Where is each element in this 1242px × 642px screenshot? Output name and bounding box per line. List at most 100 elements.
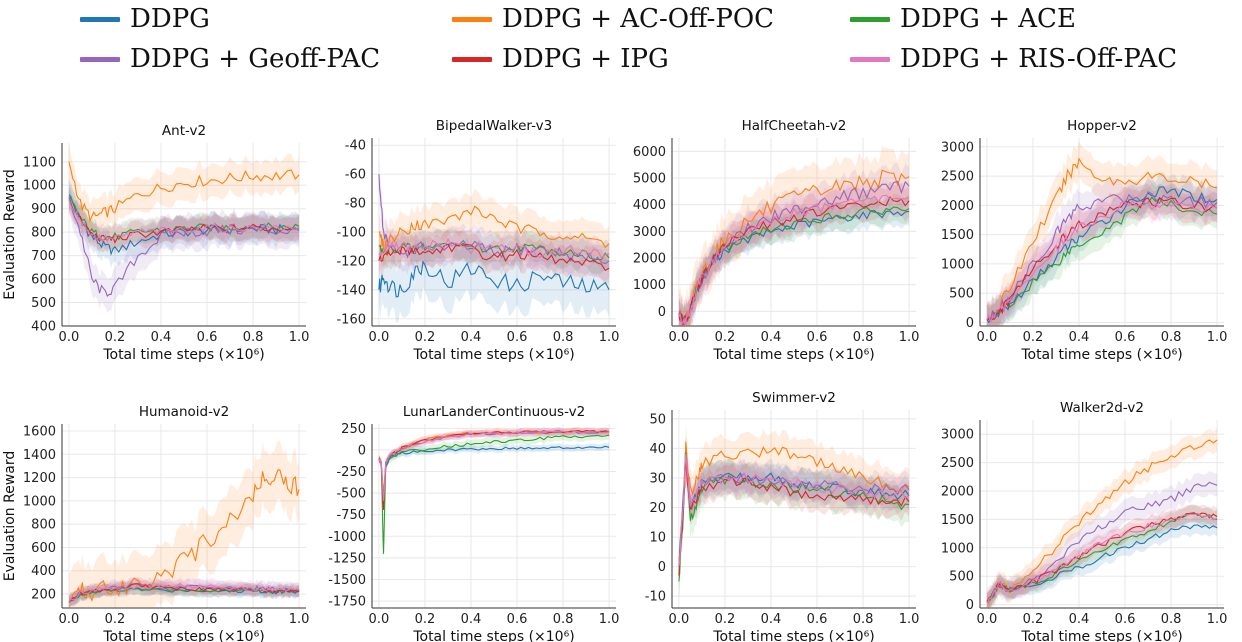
x-tick-label: 0.8: [1161, 330, 1182, 345]
x-tick-label: 0.0: [369, 330, 390, 345]
x-tick-label: 0.4: [151, 330, 172, 345]
x-axis-label: Total time steps (×10⁶): [102, 347, 264, 363]
x-tick-label: 0.2: [715, 612, 736, 627]
series-band: [986, 186, 1218, 326]
x-tick-label: 1.0: [899, 612, 920, 627]
x-tick-label: 0.8: [853, 612, 874, 627]
series-line: [986, 157, 1218, 322]
x-tick-label: 0.8: [1161, 612, 1182, 627]
series-band: [68, 440, 300, 608]
x-axis-label: Total time steps (×10⁶): [712, 347, 874, 363]
y-tick-label: -80: [345, 197, 366, 212]
x-tick-label: 0.0: [669, 330, 690, 345]
y-tick-label: -120: [336, 254, 366, 269]
series-band: [378, 188, 610, 269]
x-tick-label: 0.8: [553, 330, 574, 345]
series-line: [378, 430, 610, 501]
chart-panel: -1750 -1500 -1250 -1000 -750 -500 -250 0 250 0.0 0…: [328, 404, 619, 642]
series-band: [678, 424, 910, 585]
x-tick-label: 0.2: [105, 612, 126, 627]
x-tick-label: 1.0: [289, 612, 310, 627]
series-group: [68, 145, 300, 313]
series-line: [378, 242, 610, 261]
y-tick-label: 3000: [941, 140, 974, 155]
series-band: [68, 180, 300, 268]
chart-panel: 0 500 1000 1500 2000 2500 3000 0.0 0.2 0.4 0.6 0.8 1…: [941, 400, 1228, 642]
series-band: [68, 187, 300, 254]
series-line: [678, 194, 910, 326]
x-tick-label: 0.8: [243, 612, 264, 627]
y-tick-label: 1500: [941, 513, 974, 528]
x-tick-label: 1.0: [1207, 330, 1228, 345]
y-tick-label: 700: [31, 249, 56, 264]
x-tick-label: 1.0: [599, 330, 620, 345]
legend-entry: DDPG: [80, 1, 210, 37]
y-tick-label: 800: [31, 518, 56, 533]
y-tick-label: 1000: [23, 179, 56, 194]
legend-label: DDPG + AC-Off-POC: [502, 4, 775, 34]
y-tick-label: 2000: [941, 484, 974, 499]
series-line: [678, 454, 910, 567]
y-tick-label: 0: [966, 316, 974, 331]
x-tick-label: 0.4: [461, 612, 482, 627]
y-tick-label: 0: [658, 305, 666, 320]
series-line: [986, 513, 1218, 603]
x-tick-label: 0.0: [369, 612, 390, 627]
legend-entry: DDPG + ACE: [850, 1, 1076, 37]
series-line: [678, 180, 910, 326]
x-axis-label: Total time steps (×10⁶): [1020, 629, 1182, 642]
plot-area: [372, 424, 616, 608]
series-band: [986, 172, 1218, 326]
series-band: [68, 576, 300, 608]
chart-title: Swimmer-v2: [752, 390, 836, 406]
series-band: [68, 185, 300, 253]
x-tick-label: 0.0: [977, 330, 998, 345]
x-tick-label: 0.6: [507, 612, 528, 627]
y-tick-label: 2000: [941, 199, 974, 214]
series-line: [68, 196, 300, 297]
chart-panel: 200 400 600 800 1000 1200 1400 1600 0.0 0.2 0.4 0.6…: [2, 404, 309, 642]
series-band: [378, 224, 610, 273]
y-tick-label: 20: [649, 501, 666, 516]
y-tick-label: 30: [649, 471, 666, 486]
series-line: [68, 199, 300, 244]
legend-label: DDPG + RIS-Off-PAC: [900, 44, 1178, 74]
y-tick-label: 0: [358, 443, 366, 458]
x-tick-label: 0.8: [553, 612, 574, 627]
chart-title: Walker2d-v2: [1060, 400, 1144, 416]
y-tick-label: -60: [345, 168, 366, 183]
y-tick-label: 1400: [23, 448, 56, 463]
x-tick-label: 0.6: [1115, 330, 1136, 345]
series-line: [378, 260, 610, 298]
x-tick-label: 0.2: [715, 330, 736, 345]
y-tick-label: 2500: [941, 456, 974, 471]
x-tick-label: 0.4: [761, 330, 782, 345]
y-tick-label: -1000: [328, 530, 366, 545]
x-tick-label: 0.2: [105, 330, 126, 345]
y-tick-label: -100: [336, 226, 366, 241]
x-tick-label: 0.2: [415, 612, 436, 627]
x-tick-label: 1.0: [289, 330, 310, 345]
y-tick-label: 1500: [941, 228, 974, 243]
series-group: [68, 440, 300, 608]
y-tick-label: 50: [649, 412, 666, 427]
y-tick-label: -160: [336, 312, 366, 327]
x-tick-label: 0.8: [853, 330, 874, 345]
y-tick-label: 4000: [633, 198, 666, 213]
x-axis-label: Total time steps (×10⁶): [1020, 347, 1182, 363]
x-axis-label: Total time steps (×10⁶): [412, 629, 574, 642]
y-axis-label: Evaluation Reward: [2, 169, 18, 299]
plot-area: [672, 410, 916, 608]
y-tick-label: -1500: [328, 573, 366, 588]
legend-swatch: [850, 16, 890, 22]
series-band: [678, 439, 910, 582]
chart-title: LunarLanderContinuous-v2: [403, 404, 585, 420]
series-line: [378, 243, 610, 272]
y-tick-label: -750: [336, 508, 366, 523]
y-tick-label: 1000: [941, 257, 974, 272]
x-tick-label: 0.6: [807, 330, 828, 345]
x-tick-label: 0.6: [1115, 612, 1136, 627]
y-tick-label: 500: [949, 287, 974, 302]
series-group: [986, 428, 1218, 608]
y-tick-label: 10: [649, 531, 666, 546]
